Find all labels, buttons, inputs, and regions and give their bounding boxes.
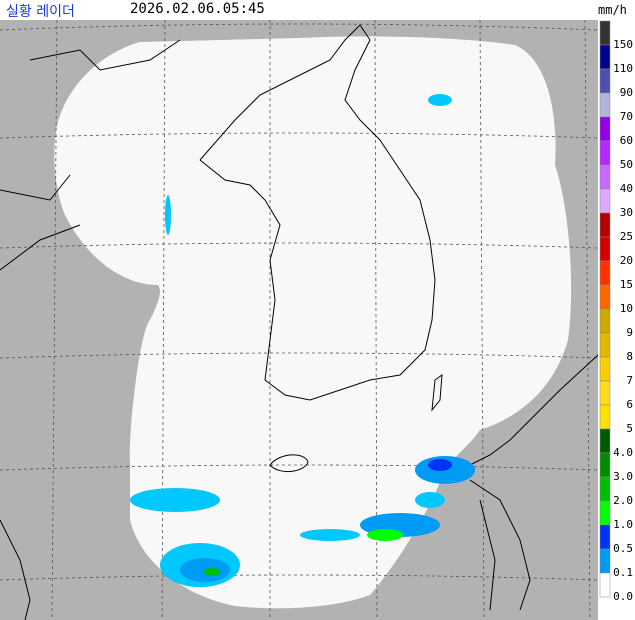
legend-swatch — [599, 212, 611, 238]
legend-label: 8 — [626, 350, 633, 363]
legend-swatch — [599, 428, 611, 454]
legend-swatch — [599, 452, 611, 478]
legend-label: 10 — [620, 302, 633, 315]
legend-swatch — [599, 524, 611, 550]
legend-swatch — [599, 68, 611, 94]
legend-label: 70 — [620, 110, 633, 123]
legend-swatch — [599, 356, 611, 382]
legend-swatch — [599, 140, 611, 166]
legend-swatch — [599, 20, 611, 46]
legend-label: 0.0 — [613, 590, 633, 603]
legend-label: 9 — [626, 326, 633, 339]
rain-echoes — [130, 94, 475, 587]
legend-label: 40 — [620, 182, 633, 195]
legend-label: 30 — [620, 206, 633, 219]
legend-label: 150 — [613, 38, 633, 51]
legend-swatch — [599, 500, 611, 526]
timestamp: 2026.02.06.05:45 — [130, 1, 265, 17]
legend-swatch — [599, 92, 611, 118]
legend-label: 50 — [620, 158, 633, 171]
legend-swatch — [599, 476, 611, 502]
legend-swatch — [599, 116, 611, 142]
legend-swatch — [599, 572, 611, 598]
legend-label: 110 — [613, 62, 633, 75]
unit: mm/h — [598, 3, 627, 17]
legend-swatch — [599, 164, 611, 190]
legend-label: 60 — [620, 134, 633, 147]
legend-swatch — [599, 308, 611, 334]
legend-swatch — [599, 332, 611, 358]
legend-label: 3.0 — [613, 470, 633, 483]
legend-swatch — [599, 44, 611, 70]
legend-label: 6 — [626, 398, 633, 411]
title: 실황 레이더 — [6, 4, 75, 20]
legend-label: 4.0 — [613, 446, 633, 459]
legend-swatch — [599, 548, 611, 574]
legend-label: 1.0 — [613, 518, 633, 531]
legend-label: 0.5 — [613, 542, 633, 555]
coastline — [0, 24, 599, 620]
grid — [0, 19, 599, 620]
legend-label: 20 — [620, 254, 633, 267]
legend-label: 0.1 — [613, 566, 633, 579]
legend-label: 90 — [620, 86, 633, 99]
legend-swatch — [599, 260, 611, 286]
legend-label: 7 — [626, 374, 633, 387]
legend-label: 25 — [620, 230, 633, 243]
legend-swatch — [599, 188, 611, 214]
legend-swatch — [599, 380, 611, 406]
legend-swatch — [599, 404, 611, 430]
legend-label: 2.0 — [613, 494, 633, 507]
legend-swatch — [599, 236, 611, 262]
legend-label: 15 — [620, 278, 633, 291]
legend-swatch — [599, 284, 611, 310]
legend-label: 5 — [626, 422, 633, 435]
